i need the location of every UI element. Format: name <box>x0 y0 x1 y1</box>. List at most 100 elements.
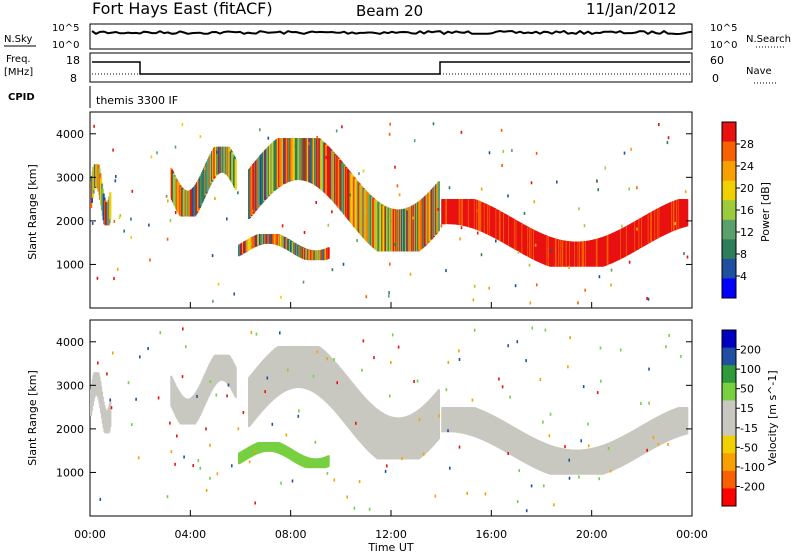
scatter-point <box>587 444 590 448</box>
colorbar-segment <box>722 330 736 349</box>
scatter-point <box>568 265 570 269</box>
scatter-point <box>335 129 338 133</box>
colorbar-tick-label: 16 <box>740 204 754 217</box>
range-tick-label: 1000 <box>56 466 84 479</box>
scatter-point <box>135 397 137 401</box>
scatter-point <box>356 239 358 243</box>
scatter-point <box>254 501 256 505</box>
scatter-point <box>666 141 669 145</box>
scatter-point <box>396 184 399 188</box>
scatter-point <box>683 252 685 256</box>
scatter-point <box>331 268 334 272</box>
scatter-point <box>326 357 328 361</box>
scatter-point <box>640 402 642 405</box>
scatter-point <box>536 283 538 287</box>
scatter-point <box>174 145 177 149</box>
scatter-point <box>604 166 607 170</box>
scatter-point <box>667 136 670 140</box>
time-tick-label: 20:00 <box>576 528 608 541</box>
scatter-point <box>599 346 602 350</box>
scatter-point <box>170 450 173 454</box>
scatter-point <box>445 269 447 273</box>
scatter-point <box>578 475 580 479</box>
scatter-point <box>156 151 158 155</box>
velocity-y-axis-label: Slant Range [km] <box>26 370 39 466</box>
scatter-point <box>665 345 667 349</box>
scatter-point <box>394 165 396 169</box>
scatter-point <box>525 509 528 513</box>
scatter-point <box>341 125 343 129</box>
scatter-point <box>113 219 116 223</box>
scatter-point <box>281 224 284 228</box>
scatter-point <box>373 356 375 360</box>
freq-unit: [MHz] <box>4 67 33 78</box>
scatter-point <box>556 180 558 184</box>
scatter-point <box>237 191 239 195</box>
scatter-point <box>139 355 141 359</box>
scatter-point <box>97 361 99 365</box>
freq-trace <box>92 61 690 75</box>
scatter-point <box>597 188 599 192</box>
scatter-point <box>544 328 547 332</box>
scatter-point <box>333 478 336 482</box>
scatter-point <box>553 503 555 507</box>
scatter-point <box>533 200 536 204</box>
scatter-cell <box>686 407 689 435</box>
colorbar-tick-label: -200 <box>740 480 765 493</box>
time-tick-label: 12:00 <box>375 528 407 541</box>
scatter-point <box>361 368 363 372</box>
scatter-point <box>647 297 650 301</box>
velocity-panel: 1000 2000 3000 4000 Slant Range [km] 200 100… <box>26 319 779 517</box>
scatter-point <box>448 186 451 190</box>
scatter-point <box>674 222 676 226</box>
scatter-point <box>646 297 648 300</box>
scatter-point <box>181 123 184 126</box>
scatter-point <box>684 190 687 194</box>
noise-tick-high-right: 10^5 <box>710 23 737 34</box>
scatter-point <box>209 476 211 480</box>
scatter-point <box>535 151 538 155</box>
colorbar-segment <box>722 488 736 507</box>
scatter-point <box>316 350 319 354</box>
velocity-colorbar: 200 100 50 15 -15 -50 -100 -200 <box>721 329 765 507</box>
scatter-point <box>316 136 318 139</box>
scatter-point <box>460 226 463 230</box>
scatter-point <box>130 217 132 221</box>
scatter-point <box>197 459 200 463</box>
scatter-point <box>365 295 368 299</box>
nsearch-label: N.Search <box>746 34 791 45</box>
scatter-point <box>237 427 240 431</box>
scatter-point <box>327 223 330 227</box>
scatter-point <box>297 414 300 418</box>
scatter-point <box>123 229 125 233</box>
time-tick-label: 00:00 <box>676 528 708 541</box>
scatter-point <box>501 385 504 389</box>
scatter-point <box>567 365 569 369</box>
scatter-point <box>259 128 261 132</box>
date-label: 11/Jan/2012 <box>586 0 677 18</box>
scatter-point <box>437 208 439 211</box>
scatter-point <box>254 449 257 453</box>
scatter-point <box>680 354 682 358</box>
scatter-cell <box>437 181 440 232</box>
scatter-point <box>199 135 202 139</box>
power-panel: 1000 2000 3000 4000 Slant Range [km] 28 24 20… <box>26 111 772 309</box>
noise-tick-low-left: 10^0 <box>52 40 79 51</box>
scatter-point <box>209 380 212 384</box>
scatter-point <box>231 154 234 158</box>
scatter-point <box>391 219 394 223</box>
scatter-cell <box>327 247 330 259</box>
scatter-point <box>271 422 274 426</box>
colorbar-tick-label: -100 <box>740 461 765 474</box>
power-y-ticks: 1000 2000 3000 4000 <box>56 128 692 271</box>
scatter-point <box>501 164 503 167</box>
colorbar-tick-label: 100 <box>740 363 761 376</box>
scatter-point <box>509 395 511 399</box>
scatter-point <box>582 385 585 389</box>
scatter-point <box>409 272 412 276</box>
scatter-point <box>516 500 519 504</box>
scatter-point <box>112 351 114 355</box>
scatter-point <box>434 494 437 498</box>
scatter-point <box>182 327 184 331</box>
scatter-point <box>217 282 220 286</box>
